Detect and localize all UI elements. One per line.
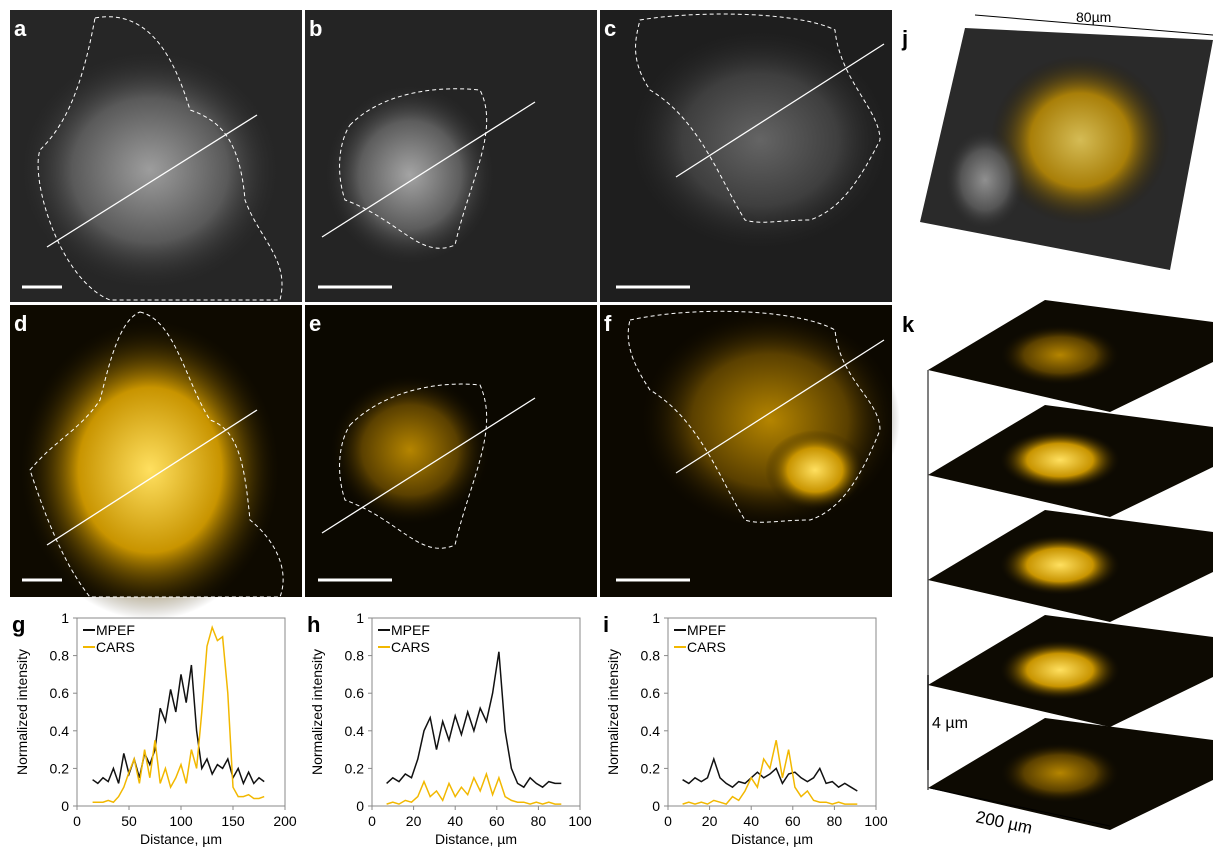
- y-axis-label: Normalized intensity: [605, 649, 621, 775]
- y-tick-label: 1: [652, 610, 660, 626]
- y-tick-label: 0.4: [50, 723, 70, 739]
- slice: [928, 718, 1213, 830]
- y-tick-label: 0.2: [50, 760, 70, 776]
- slice-signal: [1000, 430, 1120, 490]
- annotation: 80µm: [1076, 9, 1111, 25]
- legend-label: CARS: [391, 639, 430, 655]
- y-tick-label: 0.2: [641, 760, 661, 776]
- data-line: [92, 625, 265, 804]
- y-tick-label: 0: [61, 798, 69, 814]
- y-tick-label: 0.4: [345, 723, 365, 739]
- legend-label: MPEF: [687, 622, 726, 638]
- annotation: 4 µm: [932, 715, 968, 732]
- x-tick-label: 100: [864, 813, 888, 829]
- y-tick-label: 0: [652, 798, 660, 814]
- panel-label: a: [14, 16, 27, 41]
- x-tick-label: 0: [664, 813, 672, 829]
- slice-signal: [1000, 535, 1120, 595]
- x-tick-label: 0: [368, 813, 376, 829]
- data-line: [682, 740, 858, 805]
- data-line: [386, 771, 562, 805]
- x-tick-label: 60: [785, 813, 801, 829]
- data-line: [682, 756, 858, 792]
- image-e: e: [305, 305, 597, 597]
- image-k: k 4 µm 200 µm: [902, 300, 1213, 838]
- y-tick-label: 0.6: [641, 685, 661, 701]
- slice: [928, 300, 1213, 412]
- panel-label: c: [604, 16, 616, 41]
- x-tick-label: 20: [702, 813, 718, 829]
- annotation: 200 µm: [974, 807, 1034, 837]
- y-tick-label: 0.2: [345, 760, 365, 776]
- panel-label: d: [14, 311, 27, 336]
- image-b: b: [305, 10, 597, 302]
- image-a: a: [10, 10, 302, 302]
- y-tick-label: 0.8: [50, 648, 70, 664]
- x-tick-label: 80: [531, 813, 547, 829]
- y-tick-label: 0.8: [345, 648, 365, 664]
- panel-label: b: [309, 16, 322, 41]
- x-tick-label: 40: [447, 813, 463, 829]
- y-tick-label: 0.8: [641, 648, 661, 664]
- x-tick-label: 20: [406, 813, 422, 829]
- legend-label: MPEF: [391, 622, 430, 638]
- y-tick-label: 1: [61, 610, 69, 626]
- x-tick-label: 100: [568, 813, 592, 829]
- panel-label: g: [12, 612, 25, 637]
- panel-label: e: [309, 311, 321, 336]
- y-tick-label: 1: [356, 610, 364, 626]
- slice-signal: [1000, 325, 1120, 385]
- image-f: f: [600, 305, 900, 597]
- plot-frame: [371, 617, 581, 807]
- x-tick-label: 50: [121, 813, 137, 829]
- slice: [928, 615, 1213, 727]
- x-tick-label: 100: [169, 813, 193, 829]
- x-axis-label: Distance, µm: [435, 831, 517, 847]
- y-tick-label: 0.6: [50, 685, 70, 701]
- x-tick-label: 150: [221, 813, 245, 829]
- x-tick-label: 0: [73, 813, 81, 829]
- x-tick-label: 80: [827, 813, 843, 829]
- x-tick-label: 200: [273, 813, 297, 829]
- legend-label: MPEF: [96, 622, 135, 638]
- y-tick-label: 0.4: [641, 723, 661, 739]
- data-line: [386, 651, 562, 789]
- slice: [928, 405, 1213, 517]
- plot-frame: [667, 617, 877, 807]
- legend-label: CARS: [96, 639, 135, 655]
- image-c: c: [600, 10, 892, 302]
- image-d: d: [10, 305, 302, 620]
- x-tick-label: 40: [743, 813, 759, 829]
- slice-signal: [1000, 743, 1120, 803]
- panel-label: k: [902, 312, 915, 337]
- panel-label: f: [604, 311, 612, 336]
- panel-label: j: [901, 26, 908, 51]
- image-j: 80µm j: [901, 9, 1213, 270]
- y-axis-label: Normalized intensity: [14, 649, 30, 775]
- data-line: [92, 664, 265, 786]
- slice: [928, 510, 1213, 622]
- x-axis-label: Distance, µm: [731, 831, 813, 847]
- slice-signal: [1000, 640, 1120, 700]
- y-tick-label: 0: [356, 798, 364, 814]
- y-tick-label: 0.6: [345, 685, 365, 701]
- panel-label: h: [307, 612, 320, 637]
- panel-label: i: [603, 612, 609, 637]
- legend-label: CARS: [687, 639, 726, 655]
- y-axis-label: Normalized intensity: [309, 649, 325, 775]
- x-tick-label: 60: [489, 813, 505, 829]
- x-axis-label: Distance, µm: [140, 831, 222, 847]
